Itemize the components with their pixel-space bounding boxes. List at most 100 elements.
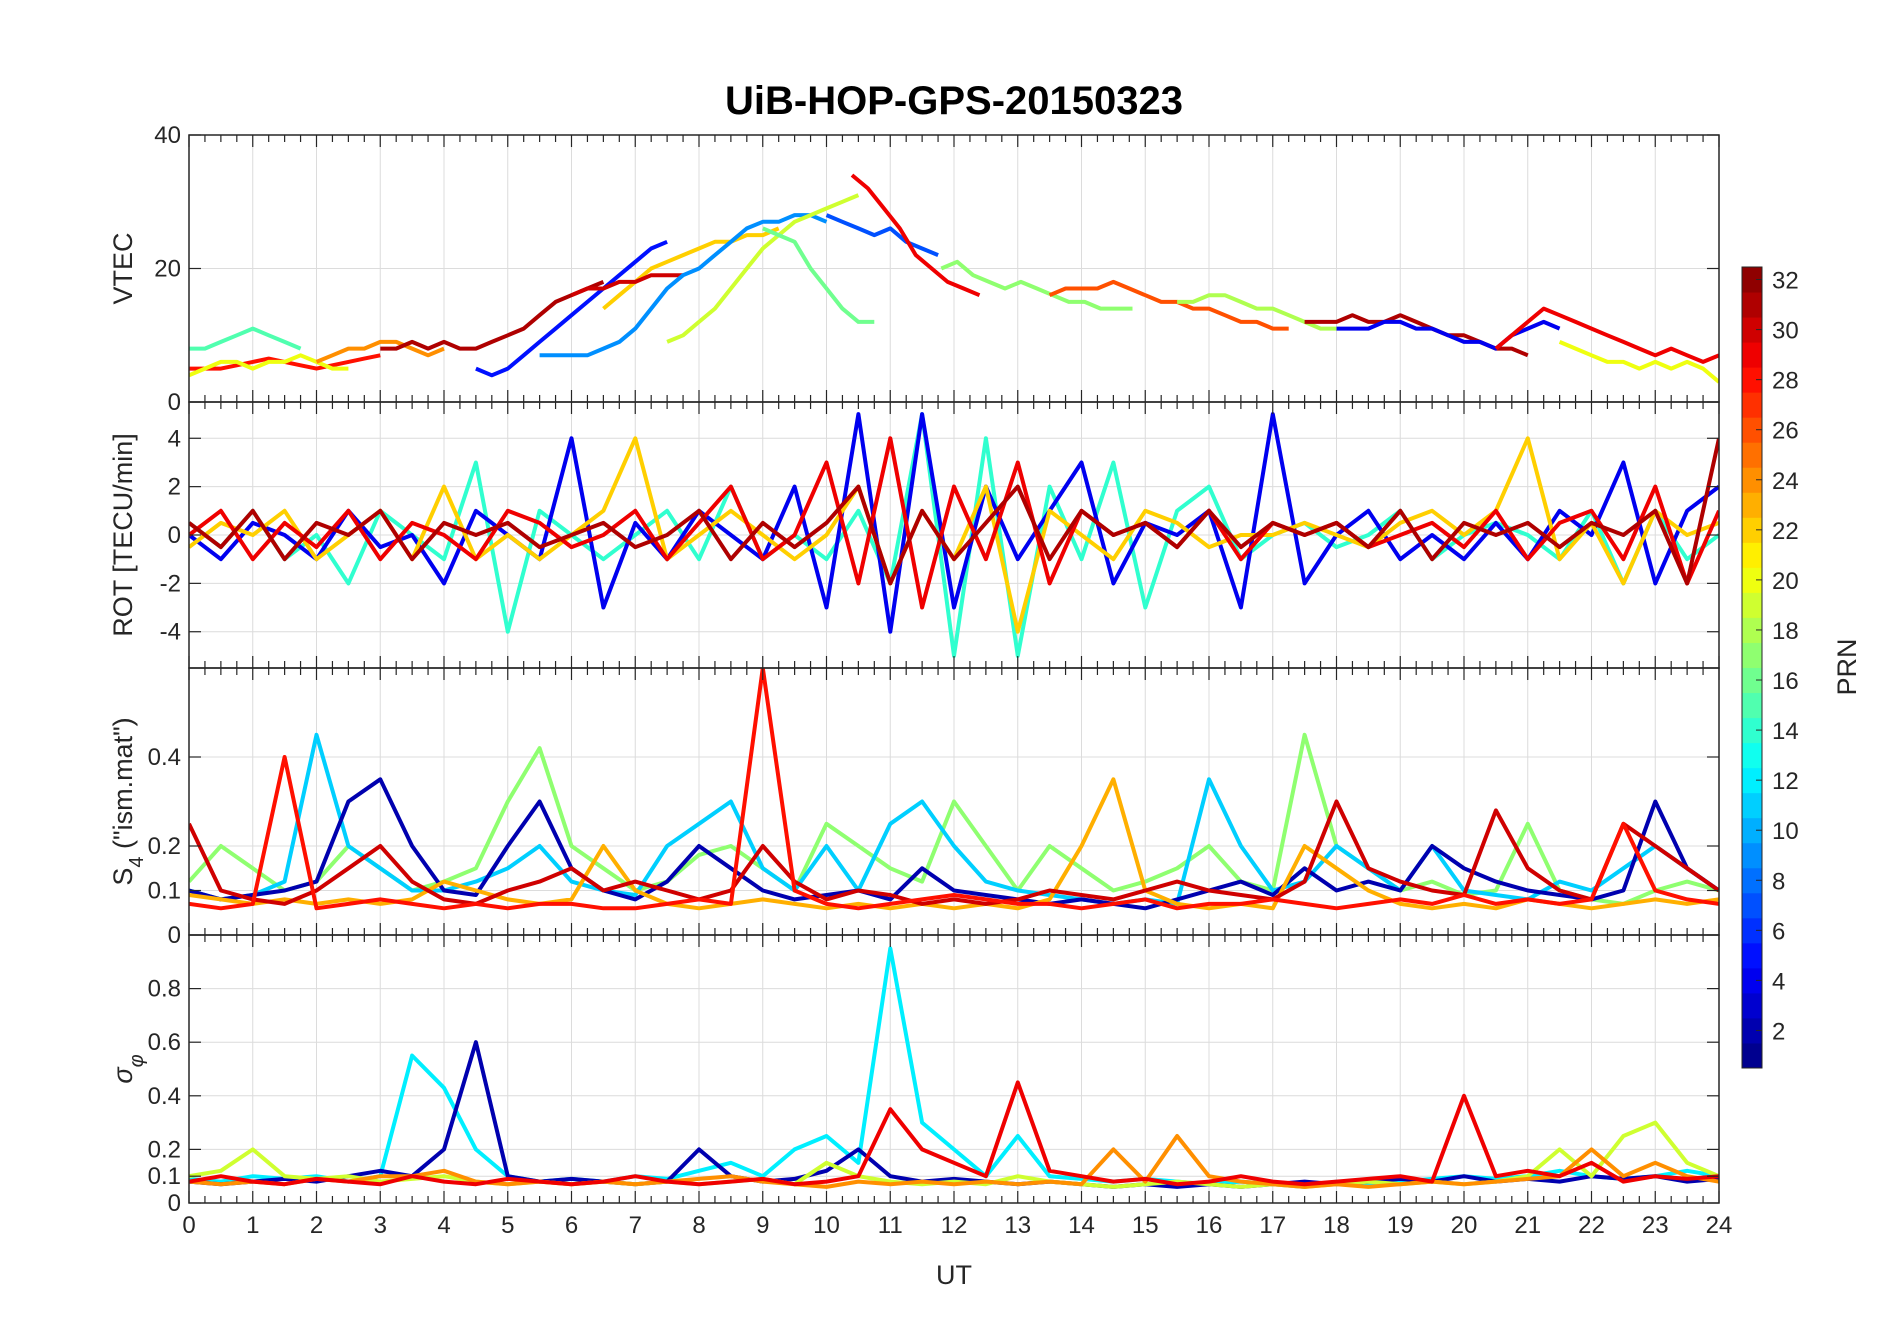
x-tick-label: 11 [878, 1212, 903, 1239]
y-tick-label: 0.1 [148, 878, 181, 905]
series-line-prn-19 [666, 193, 860, 344]
colorbar-swatch-prn-9 [1742, 842, 1762, 869]
series-line-prn-15 [189, 326, 302, 351]
panel-s4: 00.10.20.4S4 ("ism.mat") [108, 667, 1720, 949]
colorbar-swatch-prn-16 [1742, 667, 1762, 694]
colorbar-swatch-prn-27 [1742, 392, 1762, 418]
y-axis-label-s4: S4 ("ism.mat") [108, 717, 148, 885]
y-label-subscript: φ [126, 1054, 148, 1067]
x-tick-label: 19 [1387, 1212, 1414, 1239]
series-line-prn-26 [1048, 279, 1289, 331]
y-label-rest: ("ism.mat") [108, 717, 138, 856]
y-tick-label: 0.1 [148, 1163, 181, 1190]
colorbar-label: PRN [1832, 638, 1862, 695]
colorbar-swatch-prn-21 [1742, 542, 1762, 568]
series-group [189, 173, 1719, 384]
x-tick-label: 0 [182, 1212, 195, 1239]
y-axis-label-rot: ROT [TECU/min] [108, 433, 138, 637]
y-tick-label: 0.8 [148, 976, 181, 1003]
y-tick-label: 0.4 [148, 1083, 181, 1110]
y-tick-label: 0.4 [148, 744, 181, 771]
colorbar-tick-label: 14 [1772, 718, 1799, 745]
colorbar-tick-label: 28 [1772, 368, 1799, 395]
panel-sigma: 00.10.2 0.4 0.6 0.8 σφ [108, 934, 1720, 1217]
series-line-prn-29 [850, 173, 981, 298]
colorbar-swatch-prn-1 [1742, 1042, 1762, 1069]
colorbar-swatch-prn-6 [1742, 917, 1762, 944]
x-tick-label: 17 [1259, 1212, 1286, 1239]
x-tick-label: 20 [1451, 1212, 1478, 1239]
x-tick-label: 12 [941, 1212, 968, 1239]
y-tick-label: 0.2 [148, 833, 181, 860]
x-tick-label: 7 [629, 1212, 642, 1239]
series-group [189, 412, 1719, 658]
series-line-prn-20 [189, 353, 349, 378]
y-label-main: σ [108, 1066, 138, 1084]
colorbar-swatch-prn-18 [1742, 617, 1762, 643]
series-group [189, 946, 1719, 1189]
x-tick-label: 21 [1514, 1212, 1541, 1239]
x-tick-label: 9 [756, 1212, 769, 1239]
x-tick-label: 14 [1068, 1212, 1095, 1239]
colorbar-tick-label: 24 [1772, 468, 1799, 495]
y-axis-label-sigma: σφ [108, 1054, 148, 1083]
x-tick-label: 13 [1004, 1212, 1031, 1239]
x-tick-label: 3 [374, 1212, 387, 1239]
y-label-subscript: 4 [126, 857, 148, 868]
x-tick-label: 6 [565, 1212, 578, 1239]
colorbar-tick-label: 26 [1772, 418, 1799, 445]
y-tick-label: 2 [168, 474, 181, 501]
colorbar-tick-label: 4 [1772, 968, 1785, 995]
y-tick-label: 0 [168, 522, 181, 549]
series-line-prn-7 [825, 213, 939, 257]
colorbar-tick-label: 30 [1772, 318, 1799, 345]
y-tick-label: 0.6 [148, 1029, 181, 1056]
series-line-prn-24 [315, 339, 445, 364]
y-tick-label: 0 [168, 389, 181, 416]
colorbar-swatch-prn-17 [1742, 642, 1762, 668]
series-line-prn-2 [189, 1040, 1719, 1189]
series-group [189, 668, 1719, 911]
y-label-main: S [108, 868, 138, 886]
series-line-prn-31 [189, 437, 1719, 586]
colorbar-swatch-prn-20 [1742, 567, 1762, 593]
series-line-prn-18 [1177, 293, 1337, 331]
colorbar-swatch-prn-31 [1742, 292, 1762, 318]
series-line-prn-31 [380, 280, 605, 351]
x-tick-label: 15 [1132, 1212, 1159, 1239]
colorbar-swatch-prn-5 [1742, 942, 1762, 969]
colorbar-swatch-prn-11 [1742, 792, 1762, 819]
colorbar-tick-label: 12 [1772, 768, 1799, 795]
y-tick-label: 4 [168, 425, 181, 452]
colorbar-tick-label: 10 [1772, 818, 1799, 845]
colorbar-tick-label: 22 [1772, 518, 1799, 545]
colorbar-swatch-prn-29 [1742, 342, 1762, 368]
series-line-prn-2 [189, 777, 1719, 911]
y-tick-label: 0.2 [148, 1136, 181, 1163]
series-line-prn-29 [189, 1080, 1719, 1187]
series-line-prn-20 [1558, 340, 1719, 384]
series-line-prn-9 [539, 213, 828, 358]
x-tick-label: 22 [1578, 1212, 1605, 1239]
colorbar-swatch-prn-12 [1742, 767, 1762, 794]
colorbar-swatch-prn-2 [1742, 1017, 1762, 1044]
series-line-prn-28 [189, 668, 1719, 911]
chart-title: UiB-HOP-GPS-20150323 [725, 79, 1183, 123]
x-tick-label: 10 [813, 1212, 840, 1239]
x-tick-label: 8 [692, 1212, 705, 1239]
colorbar-tick-label: 6 [1772, 918, 1785, 945]
colorbar-swatch-prn-3 [1742, 992, 1762, 1019]
x-tick-label: 1 [246, 1212, 259, 1239]
x-tick-label: 4 [437, 1212, 450, 1239]
x-axis-label: UT [936, 1260, 972, 1290]
y-tick-label: -4 [160, 619, 181, 646]
colorbar-frame [1741, 266, 1763, 1069]
x-tick-label: 18 [1323, 1212, 1350, 1239]
colorbar-swatch-prn-7 [1742, 892, 1762, 919]
x-tick-label: 2 [310, 1212, 323, 1239]
colorbar-tick-label: 16 [1772, 668, 1799, 695]
colorbar-tick-label: 18 [1772, 618, 1799, 645]
colorbar-tick-label: 20 [1772, 568, 1799, 595]
x-tick-label: 23 [1642, 1212, 1669, 1239]
